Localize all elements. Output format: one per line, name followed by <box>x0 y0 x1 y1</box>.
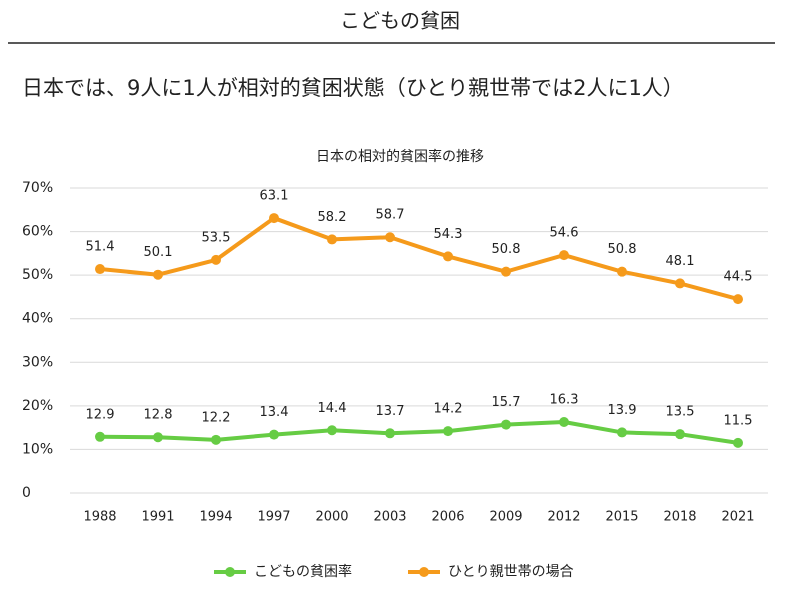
data-label: 54.3 <box>434 227 463 242</box>
point <box>211 434 221 445</box>
data-label: 13.5 <box>666 405 695 420</box>
x-tick-label: 2000 <box>315 510 348 525</box>
point <box>153 432 163 443</box>
data-label: 53.5 <box>202 230 231 245</box>
x-tick-label: 1991 <box>141 510 174 525</box>
subtitle: 日本では、9人に1人が相対的貧困状態（ひとり親世帯では2人に1人） <box>22 76 684 100</box>
y-tick-label: 40% <box>22 311 53 327</box>
data-label: 12.2 <box>202 410 231 425</box>
x-tick-label: 2021 <box>721 510 754 525</box>
page-title: こどもの貧困 <box>340 9 460 33</box>
data-label: 12.8 <box>144 408 173 423</box>
x-tick-label: 1994 <box>199 510 232 525</box>
data-label: 16.3 <box>550 392 579 407</box>
point <box>617 427 627 438</box>
legend-label: ひとり親世帯の場合 <box>448 564 574 580</box>
data-label: 58.2 <box>318 210 347 225</box>
point <box>95 264 105 275</box>
data-label: 15.7 <box>492 395 521 410</box>
x-tick-label: 1988 <box>83 510 116 525</box>
point <box>443 251 453 262</box>
chart-title: 日本の相対的貧困率の推移 <box>316 148 484 165</box>
x-tick-label: 2006 <box>431 510 464 525</box>
point <box>211 254 221 265</box>
x-tick-label: 2015 <box>605 510 638 525</box>
point <box>443 426 453 437</box>
point <box>385 232 395 243</box>
point <box>327 425 337 436</box>
series-line <box>99 419 739 445</box>
legend-marker <box>419 567 429 577</box>
data-label: 54.6 <box>550 226 579 241</box>
data-label: 14.2 <box>434 402 463 417</box>
y-tick-label: 0 <box>22 485 31 501</box>
point <box>153 269 163 280</box>
y-tick-label: 10% <box>22 441 53 457</box>
point <box>501 419 511 430</box>
point <box>559 250 569 261</box>
legend-label: こどもの貧困率 <box>254 563 352 580</box>
x-tick-label: 2003 <box>373 510 406 525</box>
point <box>733 437 743 448</box>
point <box>269 429 279 440</box>
data-label: 44.5 <box>724 270 753 285</box>
data-label: 51.4 <box>86 240 115 255</box>
point <box>501 266 511 277</box>
data-label: 50.8 <box>492 242 521 257</box>
point <box>733 294 743 305</box>
data-label: 13.9 <box>608 403 637 418</box>
data-label: 58.7 <box>376 208 405 223</box>
y-tick-label: 50% <box>22 267 53 283</box>
data-label: 63.1 <box>260 189 289 204</box>
y-tick-label: 60% <box>22 224 53 240</box>
x-tick-label: 2018 <box>663 510 696 525</box>
data-label: 13.4 <box>260 405 289 420</box>
data-label: 50.1 <box>144 245 173 260</box>
point <box>675 278 685 289</box>
series-line <box>99 216 739 302</box>
data-label: 14.4 <box>318 401 347 416</box>
data-label: 50.8 <box>608 242 637 257</box>
x-tick-label: 2009 <box>489 510 522 525</box>
data-label: 12.9 <box>86 407 115 422</box>
legend-marker <box>225 567 235 577</box>
point <box>385 428 395 439</box>
y-tick-label: 20% <box>22 398 53 414</box>
data-label: 11.5 <box>724 413 753 428</box>
point <box>617 266 627 277</box>
point <box>559 416 569 427</box>
point <box>269 213 279 224</box>
point <box>327 234 337 245</box>
data-label: 13.7 <box>376 404 405 419</box>
point <box>675 429 685 440</box>
x-tick-label: 2012 <box>547 510 580 525</box>
data-label: 48.1 <box>666 254 695 269</box>
x-tick-label: 1997 <box>257 510 290 525</box>
y-tick-label: 30% <box>22 354 53 370</box>
point <box>95 431 105 442</box>
y-tick-label: 70% <box>22 180 53 196</box>
